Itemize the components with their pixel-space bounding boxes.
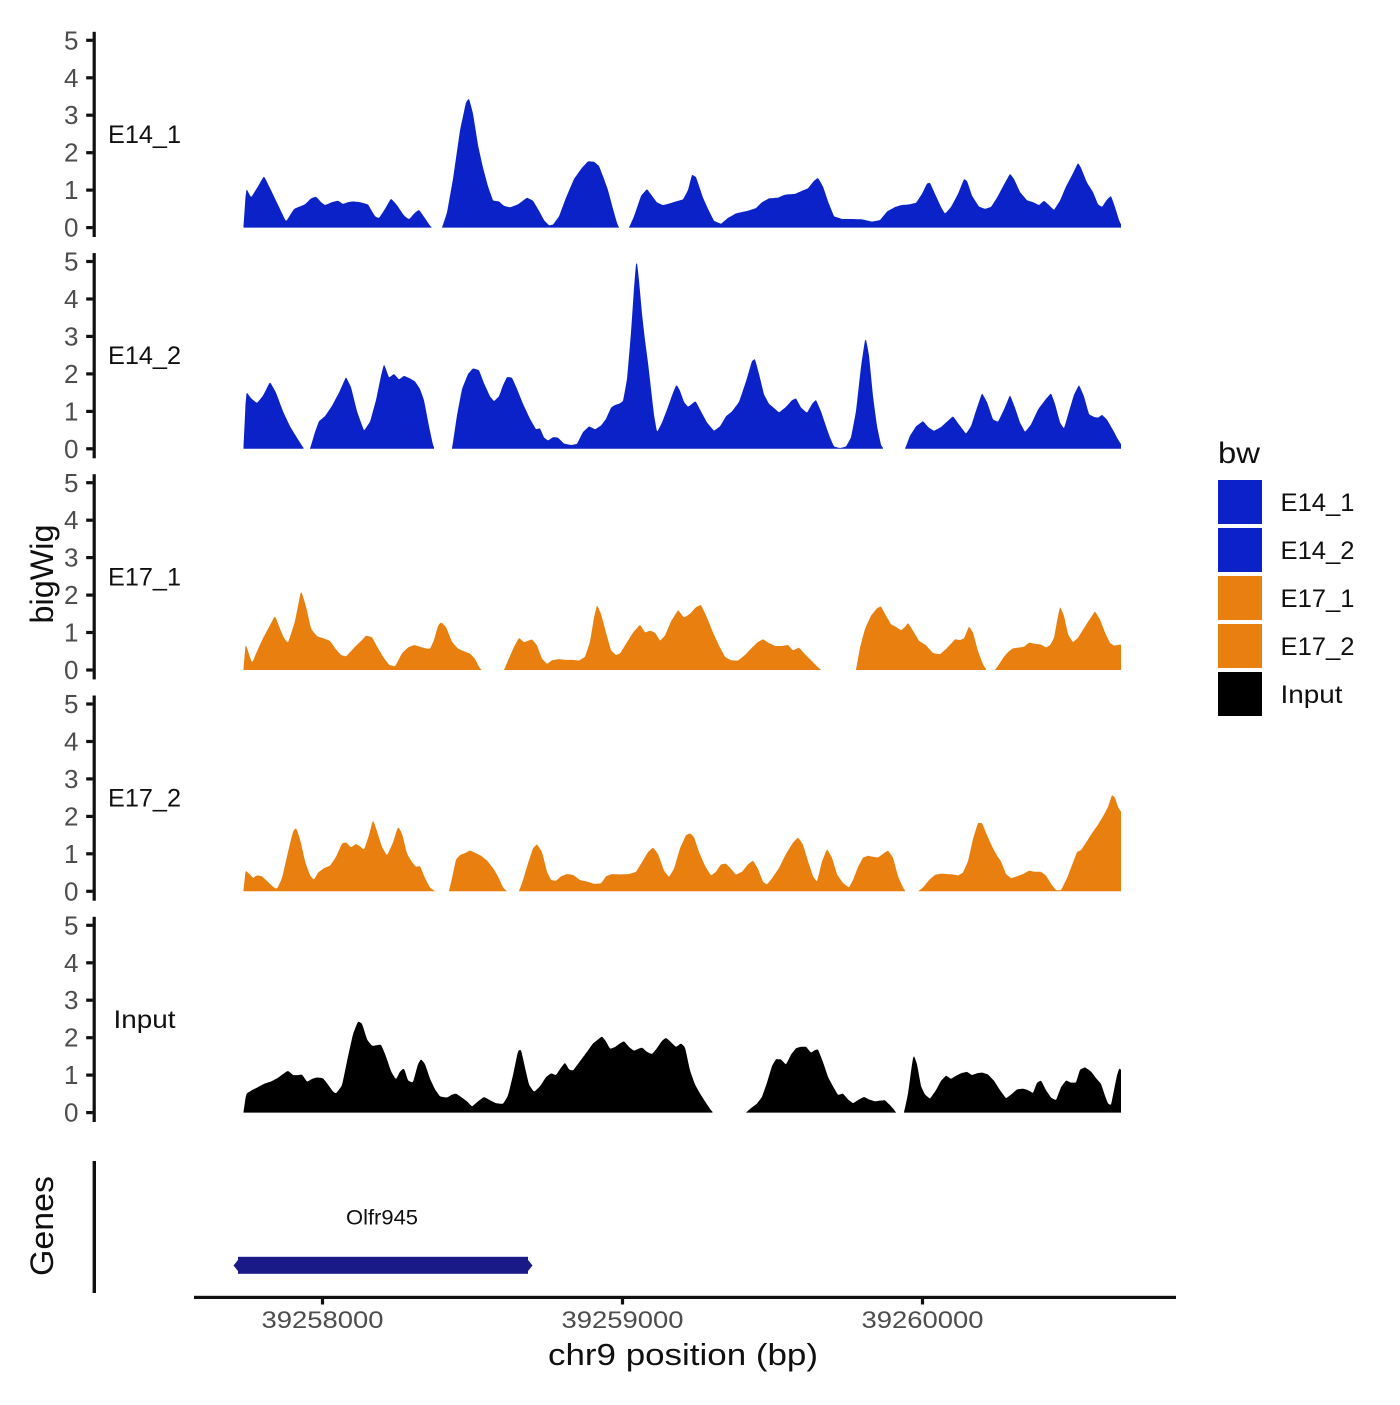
- svg-text:3: 3: [64, 764, 78, 794]
- svg-text:2: 2: [64, 580, 78, 610]
- svg-text:4: 4: [64, 63, 78, 93]
- svg-text:1: 1: [64, 618, 78, 648]
- svg-text:1: 1: [64, 396, 78, 426]
- svg-text:Input: Input: [1281, 681, 1343, 709]
- svg-text:E17_2: E17_2: [108, 785, 181, 813]
- svg-text:E14_2: E14_2: [108, 342, 181, 370]
- svg-text:4: 4: [64, 948, 78, 978]
- svg-text:5: 5: [64, 247, 78, 277]
- svg-text:bigWig: bigWig: [24, 525, 60, 624]
- svg-text:E14_1: E14_1: [1281, 489, 1355, 517]
- svg-text:0: 0: [64, 1098, 78, 1128]
- svg-text:39258000: 39258000: [262, 1307, 384, 1334]
- svg-text:E14_1: E14_1: [108, 121, 181, 149]
- svg-text:5: 5: [64, 468, 78, 498]
- svg-text:0: 0: [64, 434, 78, 464]
- svg-text:E14_2: E14_2: [1281, 537, 1355, 565]
- svg-text:2: 2: [64, 801, 78, 831]
- svg-text:Olfr945: Olfr945: [346, 1206, 418, 1230]
- svg-text:chr9 position (bp): chr9 position (bp): [548, 1337, 818, 1372]
- svg-text:5: 5: [64, 910, 78, 940]
- svg-text:3: 3: [64, 100, 78, 130]
- svg-text:1: 1: [64, 839, 78, 869]
- svg-text:Input: Input: [114, 1006, 176, 1034]
- svg-text:5: 5: [64, 25, 78, 55]
- svg-text:bw: bw: [1218, 437, 1260, 470]
- svg-text:5: 5: [64, 689, 78, 719]
- svg-text:1: 1: [64, 1060, 78, 1090]
- svg-text:2: 2: [64, 138, 78, 168]
- svg-text:39259000: 39259000: [562, 1307, 684, 1334]
- svg-text:3: 3: [64, 543, 78, 573]
- svg-text:Genes: Genes: [24, 1176, 60, 1276]
- svg-text:0: 0: [64, 876, 78, 906]
- svg-text:4: 4: [64, 284, 78, 314]
- svg-text:2: 2: [64, 359, 78, 389]
- svg-text:39260000: 39260000: [862, 1307, 984, 1334]
- svg-text:E17_2: E17_2: [1281, 633, 1355, 661]
- svg-text:1: 1: [64, 175, 78, 205]
- svg-text:3: 3: [64, 985, 78, 1015]
- svg-text:2: 2: [64, 1023, 78, 1053]
- svg-text:E17_1: E17_1: [108, 563, 181, 591]
- svg-text:E17_1: E17_1: [1281, 585, 1355, 613]
- svg-text:0: 0: [64, 213, 78, 243]
- svg-text:0: 0: [64, 655, 78, 685]
- svg-text:4: 4: [64, 727, 78, 757]
- svg-text:4: 4: [64, 505, 78, 535]
- svg-text:3: 3: [64, 321, 78, 351]
